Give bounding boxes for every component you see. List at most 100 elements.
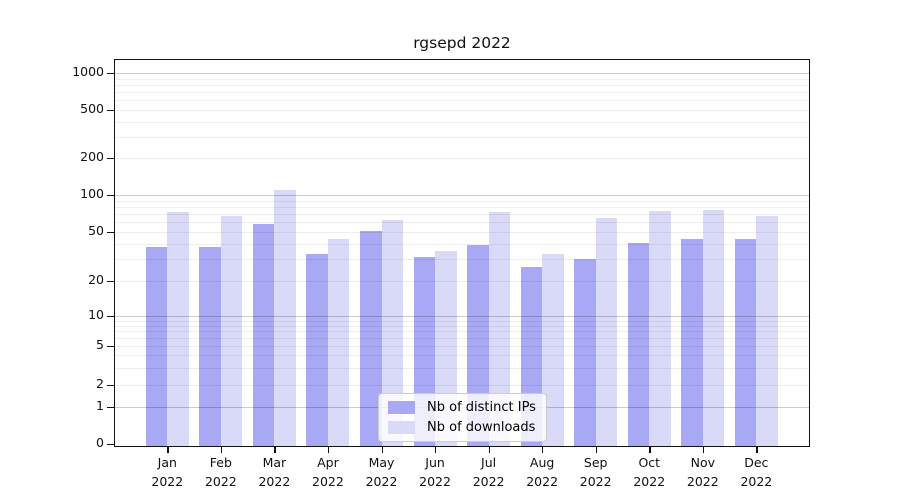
bar-downloads xyxy=(381,219,403,446)
gridline-minor xyxy=(115,346,809,347)
y-tick-mark xyxy=(107,444,114,446)
gridline-minor xyxy=(115,355,809,357)
x-tick-month: Dec xyxy=(744,455,769,470)
x-tick-label: Sep 2022 xyxy=(564,454,628,492)
gridline-minor xyxy=(115,78,809,80)
bar-downloads xyxy=(274,189,296,446)
legend-label-downloads: Nb of downloads xyxy=(427,420,536,435)
y-tick-mark xyxy=(107,385,114,387)
bar-distinct-ips xyxy=(145,246,168,446)
x-tick-mark xyxy=(488,447,490,453)
x-tick-year: 2022 xyxy=(579,473,612,489)
chart-title: rgsepd 2022 xyxy=(413,34,511,52)
x-tick-year: 2022 xyxy=(472,473,505,489)
y-tick-mark xyxy=(107,346,114,348)
x-tick-label: Feb 2022 xyxy=(189,454,253,492)
x-tick-label: Jan 2022 xyxy=(135,454,199,492)
gridline-minor xyxy=(115,367,809,369)
bar-downloads xyxy=(649,211,671,446)
x-tick-month: Aug xyxy=(529,455,555,470)
x-tick-mark xyxy=(542,447,544,453)
gridline-minor xyxy=(115,206,809,208)
x-tick-month: Nov xyxy=(690,455,715,470)
bar-distinct-ips xyxy=(681,238,703,446)
gridline-minor xyxy=(115,84,809,86)
x-tick-mark xyxy=(167,447,169,453)
y-tick-label: 5 xyxy=(96,337,104,352)
x-tick-mark xyxy=(327,447,330,453)
x-tick-mark xyxy=(756,447,758,453)
gridline-minor xyxy=(115,100,809,102)
plot-area: Nb of distinct IPs Nb of downloads xyxy=(114,59,810,447)
bar-distinct-ips xyxy=(199,246,221,446)
legend: Nb of distinct IPs Nb of downloads xyxy=(378,393,547,442)
gridline-minor xyxy=(115,385,809,386)
gridline-minor xyxy=(115,222,809,224)
y-tick-label: 2 xyxy=(96,376,104,391)
legend-row-distinct-ips: Nb of distinct IPs xyxy=(388,400,536,415)
y-tick-label: 1 xyxy=(96,398,104,413)
gridline-minor xyxy=(115,259,809,261)
x-tick-mark xyxy=(381,447,383,453)
bar-distinct-ips xyxy=(252,224,275,446)
x-tick-month: Jan xyxy=(157,455,177,470)
y-tick-label: 20 xyxy=(88,271,104,287)
bar-downloads xyxy=(220,216,243,446)
gridline-minor xyxy=(115,338,809,340)
y-tick-label: 500 xyxy=(80,101,104,116)
x-tick-year: 2022 xyxy=(526,473,559,489)
y-tick-mark xyxy=(107,195,114,197)
x-tick-label: Jul 2022 xyxy=(457,454,521,492)
y-tick-mark xyxy=(107,407,114,409)
gridline-minor xyxy=(115,158,809,159)
x-tick-month: Feb xyxy=(209,455,232,470)
gridline-minor xyxy=(115,331,809,333)
x-tick-label: Nov 2022 xyxy=(671,454,735,492)
x-tick-year: 2022 xyxy=(633,473,666,489)
bar-distinct-ips xyxy=(734,238,757,446)
gridline-major xyxy=(115,195,809,196)
x-tick-month: Mar xyxy=(262,455,287,470)
gridline-minor xyxy=(115,325,809,327)
x-tick-year: 2022 xyxy=(686,473,719,489)
gridline-minor xyxy=(115,320,809,322)
legend-swatch-distinct-ips xyxy=(388,401,415,414)
gridline-minor xyxy=(115,214,809,216)
x-tick-mark xyxy=(649,447,651,453)
bar-distinct-ips xyxy=(306,253,328,446)
gridline-minor xyxy=(115,92,809,94)
bar-downloads xyxy=(542,253,564,446)
bar-downloads xyxy=(756,216,778,446)
bar-downloads xyxy=(167,211,189,446)
x-tick-mark xyxy=(274,447,276,453)
x-tick-mark xyxy=(595,447,597,453)
bar-downloads xyxy=(327,238,350,446)
x-tick-label: Mar 2022 xyxy=(242,454,306,492)
x-tick-label: Jun 2022 xyxy=(403,454,467,492)
gridline-minor xyxy=(115,280,809,282)
x-tick-mark xyxy=(220,447,223,453)
gridline-minor xyxy=(115,136,809,138)
y-tick-label: 1000 xyxy=(72,64,104,79)
x-tick-month: Jul xyxy=(481,455,497,470)
legend-label-distinct-ips: Nb of distinct IPs xyxy=(427,400,536,415)
x-tick-mark xyxy=(702,447,705,453)
bar-distinct-ips xyxy=(574,259,596,446)
x-tick-year: 2022 xyxy=(419,473,451,489)
x-tick-label: May 2022 xyxy=(350,454,414,492)
x-tick-month: Oct xyxy=(638,455,661,470)
x-tick-mark xyxy=(435,447,437,453)
y-tick-mark xyxy=(107,73,114,75)
x-tick-year: 2022 xyxy=(365,473,398,489)
x-tick-year: 2022 xyxy=(740,473,773,489)
legend-swatch-downloads xyxy=(388,421,415,434)
bar-downloads xyxy=(488,211,511,446)
x-tick-year: 2022 xyxy=(258,473,291,489)
gridline-minor xyxy=(115,121,809,123)
gridline-major xyxy=(115,73,809,74)
x-tick-year: 2022 xyxy=(204,473,237,489)
x-tick-label: Oct 2022 xyxy=(617,454,681,492)
gridline-minor xyxy=(115,200,809,202)
y-tick-mark xyxy=(107,280,114,282)
